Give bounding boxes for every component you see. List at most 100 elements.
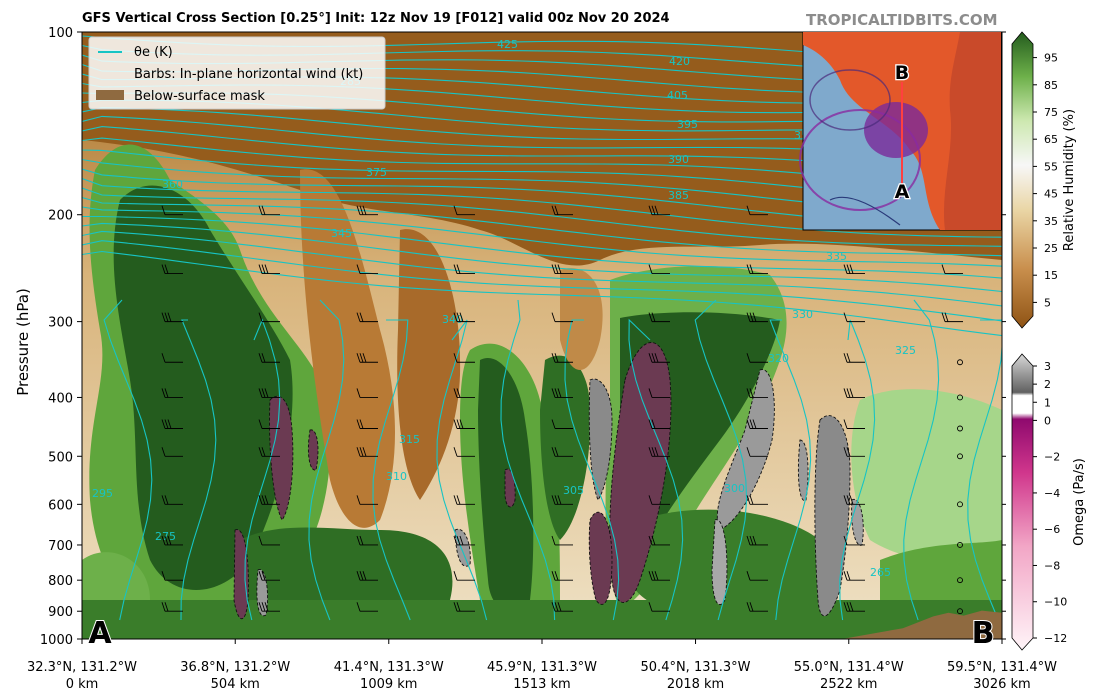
y-tick-label: 800 [48, 574, 73, 589]
wind-barb-feather [752, 419, 757, 429]
wind-barb-feather [362, 447, 367, 457]
theta-e-contour [82, 177, 1002, 238]
wind-barb-feather [356, 447, 361, 457]
wind-barb-feather [453, 205, 458, 215]
wind-barb-feather [258, 495, 263, 505]
wind-barb-feather [551, 495, 556, 505]
wind-barb-feather [359, 419, 364, 429]
wind-barb-feather [359, 535, 364, 546]
wind-barb-feather [264, 388, 269, 398]
dry-intrusions [300, 169, 603, 528]
omega-tick-label: −10 [1044, 596, 1067, 609]
wind-barb-feather [261, 602, 266, 612]
wind-barb-feather [941, 312, 946, 322]
calm-wind-marker [957, 359, 963, 366]
omega-colorbar: 3 2 1 0 −2 −4 −6 −8 −10 −12 Omega (Pa/s) [1011, 353, 1087, 651]
wind-barb-feather [359, 571, 364, 581]
theta-e-contour [82, 222, 1002, 293]
wind-barb-feather [849, 388, 854, 398]
wind-barb-feather [551, 312, 556, 322]
theta-e-contour [103, 299, 153, 621]
wind-barb-feather [261, 495, 266, 505]
theta-e-label: 300 [724, 482, 745, 495]
y-tick-label: 500 [48, 450, 73, 465]
wind-barb-feather [752, 535, 757, 546]
wind-barb-feather [846, 264, 851, 274]
wind-barb-feather [651, 419, 656, 429]
wind-barb-feather [551, 602, 556, 612]
y-tick-label: 600 [48, 498, 73, 513]
x-tick-latlon: 45.9°N, 131.3°W [487, 660, 597, 675]
wind-barb-feather [261, 205, 266, 215]
wind-barb-feather [456, 388, 461, 398]
theta-e-label: 325 [895, 344, 916, 357]
wind-barb-feather [554, 495, 559, 505]
y-tick-label: 900 [48, 605, 73, 620]
chart-title: GFS Vertical Cross Section [0.25°] Init:… [82, 11, 670, 26]
y-tick-label: 100 [48, 26, 73, 41]
wind-barb-feather [746, 312, 751, 322]
wind-barb-feather [551, 571, 556, 581]
calm-wind-marker [957, 608, 963, 615]
wind-barb-feather [648, 264, 653, 274]
wind-barb-feather [554, 602, 559, 612]
inset-label-a: A [895, 181, 910, 203]
theta-e-label: 305 [563, 484, 584, 497]
rh-tick-label: 85 [1044, 79, 1058, 92]
rh-tick-label: 15 [1044, 269, 1058, 282]
omega-tick-label: 1 [1044, 396, 1051, 409]
theta-e-contour [82, 187, 1002, 247]
wind-barb-feather [264, 264, 269, 274]
wind-barb-feather [258, 602, 263, 612]
wind-barb-feather [161, 205, 166, 215]
omega-tick-label: −12 [1044, 632, 1067, 645]
wind-barb-feather [746, 602, 751, 612]
wind-barb-feather [456, 312, 461, 322]
calm-wind-marker [957, 425, 963, 432]
wind-barb-feather [258, 264, 263, 274]
wind-barb-feather [849, 495, 854, 505]
wind-barb-feather [161, 388, 166, 398]
wind-barb-feather [554, 205, 559, 215]
y-axis: 100 200 300 400 500 600 700 800 900 1000 [40, 26, 1006, 648]
x-tick-distance: 1009 km [360, 677, 417, 692]
x-tick-distance: 0 km [66, 677, 99, 692]
wind-barb-feather [749, 419, 754, 429]
theta-e-label: 345 [331, 227, 352, 240]
omega-colorbar-ticks: 3 2 1 0 −2 −4 −6 −8 −10 −12 [1033, 360, 1067, 645]
wind-barb-feather [654, 353, 659, 363]
theta-e-label: 385 [668, 189, 689, 202]
wind-barb-feather [258, 571, 263, 581]
wind-barb-feather [459, 535, 464, 546]
wind-barb-feather [356, 535, 361, 546]
theta-e-contour [82, 196, 1002, 257]
y-tick-label: 400 [48, 391, 73, 406]
wind-barb-feather [264, 602, 269, 612]
omega-tick-label: −6 [1044, 523, 1060, 536]
wind-barb-feather [261, 264, 266, 274]
wind-barb-feather [453, 312, 458, 322]
omega-tick-label: 3 [1044, 360, 1051, 373]
wind-barb-feather [557, 264, 562, 274]
wind-barb-feather [356, 419, 361, 429]
omega-tick-label: 2 [1044, 378, 1051, 391]
wind-barb-feather [258, 447, 263, 457]
wind-barb-feather [356, 312, 361, 322]
wind-barb-feather [161, 353, 166, 363]
wind-barb-feather [849, 602, 854, 612]
wind-barb-feather [551, 447, 556, 457]
x-tick-latlon: 55.0°N, 131.4°W [794, 660, 904, 675]
x-axis: 32.3°N, 131.2°W 0 km 36.8°N, 131.2°W 504 km… [27, 639, 1057, 692]
calm-wind-marker [957, 542, 963, 548]
wind-barb-feather [648, 602, 653, 612]
wind-barb-feather [749, 312, 754, 322]
wind-barb-feather [258, 312, 263, 322]
wind-barb-feather [261, 571, 266, 581]
wind-barb-feather [453, 388, 458, 398]
wind-barb-feather [651, 353, 656, 363]
x-tick-latlon: 50.4°N, 131.3°W [641, 660, 751, 675]
wind-barb-feather [843, 264, 848, 274]
wind-barb-feather [554, 353, 559, 363]
omega-colorbar-label: Omega (Pa/s) [1072, 458, 1087, 546]
wind-barb-feather [551, 419, 556, 429]
